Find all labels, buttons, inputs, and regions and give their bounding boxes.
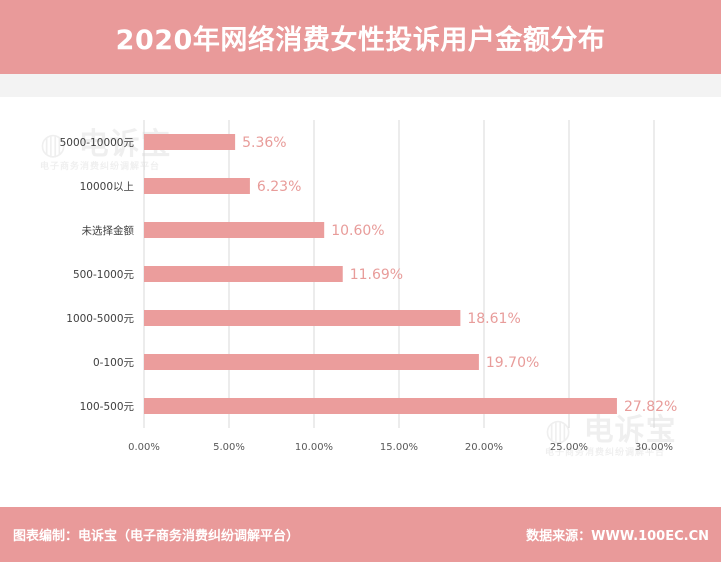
chart-header: 2020年网络消费女性投诉用户金额分布 <box>0 0 721 74</box>
category-label: 5000-10000元 <box>60 137 135 149</box>
value-label: 10.60% <box>331 223 384 239</box>
x-tick-label: 10.00% <box>295 442 333 453</box>
bar <box>144 398 617 414</box>
x-tick-label: 25.00% <box>550 442 588 453</box>
chart-footer: 图表编制：电诉宝（电子商务消费纠纷调解平台） 数据来源：WWW.100EC.CN <box>0 507 721 562</box>
bar <box>144 222 325 238</box>
value-label: 11.69% <box>350 267 403 283</box>
category-label: 未选择金额 <box>82 224 135 237</box>
footer-credit: 图表编制：电诉宝（电子商务消费纠纷调解平台） <box>13 529 300 544</box>
category-label: 1000-5000元 <box>66 313 134 325</box>
value-label: 27.82% <box>624 399 677 415</box>
x-tick-label: 20.00% <box>465 442 503 453</box>
value-label: 6.23% <box>257 179 301 195</box>
bar-chart: 0.00% 5.00% 10.00% 15.00% 20.00% 25.00% 30.00%… <box>60 120 677 453</box>
chart-title: 2020年网络消费女性投诉用户金额分布 <box>115 24 606 56</box>
category-label: 500-1000元 <box>73 269 135 281</box>
chart-area: ◍ 电诉宝 电子商务消费纠纷调解平台 ◍ 电诉宝 电子商务消费纠纷调解平台 0.… <box>0 97 721 507</box>
header-band <box>0 74 721 97</box>
bar <box>144 134 236 150</box>
category-label: 0-100元 <box>93 357 135 369</box>
category-label: 100-500元 <box>80 401 135 413</box>
value-label: 18.61% <box>467 311 520 327</box>
bar <box>144 266 343 282</box>
x-tick-label: 30.00% <box>635 442 673 453</box>
bar <box>144 310 461 326</box>
x-tick-label: 5.00% <box>213 442 245 453</box>
x-tick-label: 0.00% <box>128 442 160 453</box>
x-tick-label: 15.00% <box>380 442 418 453</box>
footer-source: 数据来源：WWW.100EC.CN <box>526 529 709 544</box>
value-label: 19.70% <box>486 355 539 371</box>
bar <box>144 178 250 194</box>
value-label: 5.36% <box>242 135 286 151</box>
category-label: 10000以上 <box>80 181 134 193</box>
bar <box>144 354 479 370</box>
